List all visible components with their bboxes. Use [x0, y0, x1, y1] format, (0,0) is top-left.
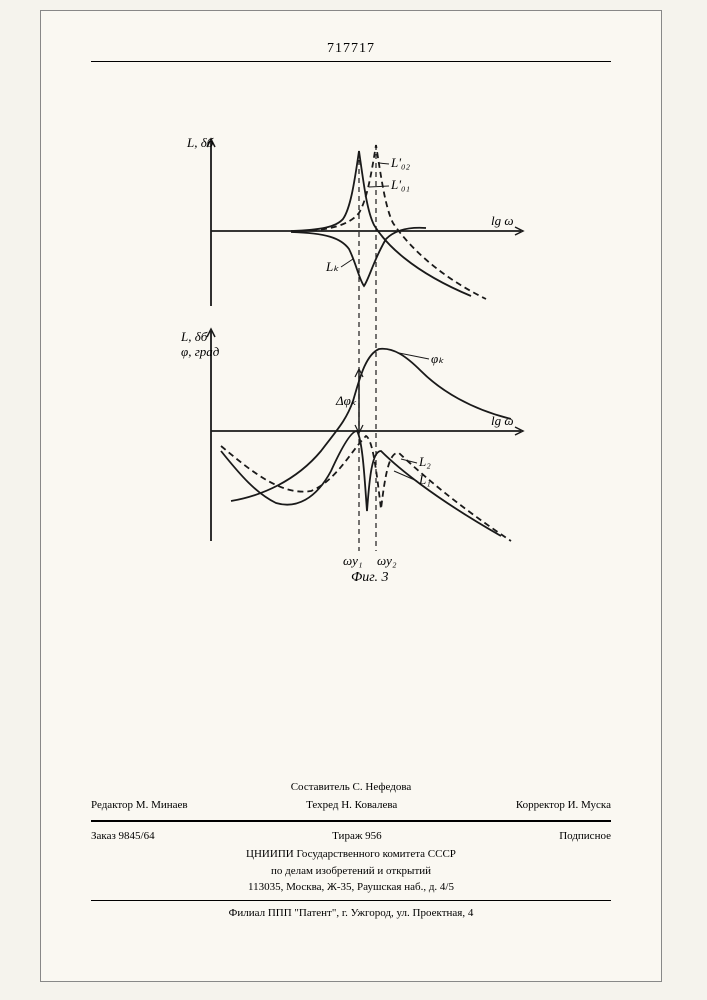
- label-wy1: ωy₁: [343, 553, 362, 568]
- label-L01: L'₀₁: [390, 177, 410, 192]
- figure-3: L, δб lg ω L'₀₂ L'₀₁ Lₖ L, δб φ, град lg…: [181, 131, 561, 581]
- footer-circulation: Тираж 956: [332, 828, 382, 845]
- footer-author: Составитель С. Нефедова: [91, 779, 611, 796]
- top-rule: [91, 61, 611, 62]
- footer-block: Составитель С. Нефедова Редактор М. Мина…: [91, 779, 611, 922]
- footer-print-row: Заказ 9845/64 Тираж 956 Подписное: [91, 826, 611, 847]
- label-L2: L₂: [418, 454, 431, 469]
- page-frame: 717717 L, δб lg ω L'₀₂ L'₀₁ Lₖ: [40, 10, 662, 982]
- footer-branch: Филиал ППП "Патент", г. Ужгород, ул. Про…: [91, 905, 611, 922]
- bot-ylabel2: φ, град: [181, 344, 220, 359]
- footer-credits-row: Редактор М. Минаев Техред Н. Ковалева Ко…: [91, 795, 611, 816]
- top-xlabel: lg ω: [491, 213, 514, 228]
- footer-rule-1: [91, 820, 611, 822]
- footer-tech: Техред Н. Ковалева: [306, 797, 397, 814]
- footer-order: Заказ 9845/64: [91, 828, 155, 845]
- footer-rule-2: [91, 900, 611, 901]
- footer-org: ЦНИИПИ Государственного комитета СССР: [91, 846, 611, 863]
- resonance-diagram: L, δб lg ω L'₀₂ L'₀₁ Lₖ L, δб φ, град lg…: [181, 131, 561, 581]
- label-delta: Δφₖ: [335, 393, 357, 408]
- bot-xlabel: lg ω: [491, 413, 514, 428]
- footer-editor: Редактор М. Минаев: [91, 797, 188, 814]
- footer-corrector: Корректор И. Муска: [516, 797, 611, 814]
- top-ylabel: L, δб: [186, 135, 214, 150]
- label-phiK: φₖ: [431, 351, 444, 366]
- label-L02: L'₀₂: [390, 155, 411, 170]
- label-LK: Lₖ: [325, 259, 339, 274]
- figure-caption: Фиг. 3: [351, 570, 389, 581]
- bot-ylabel1: L, δб: [181, 329, 208, 344]
- label-L1: L₁: [418, 472, 431, 487]
- footer-org2: по делам изобретений и открытий: [91, 863, 611, 880]
- patent-number: 717717: [327, 41, 375, 57]
- footer-address: 113035, Москва, Ж-35, Раушская наб., д. …: [91, 879, 611, 896]
- label-wy2: ωy₂: [377, 553, 397, 568]
- footer-subscription: Подписное: [559, 828, 611, 845]
